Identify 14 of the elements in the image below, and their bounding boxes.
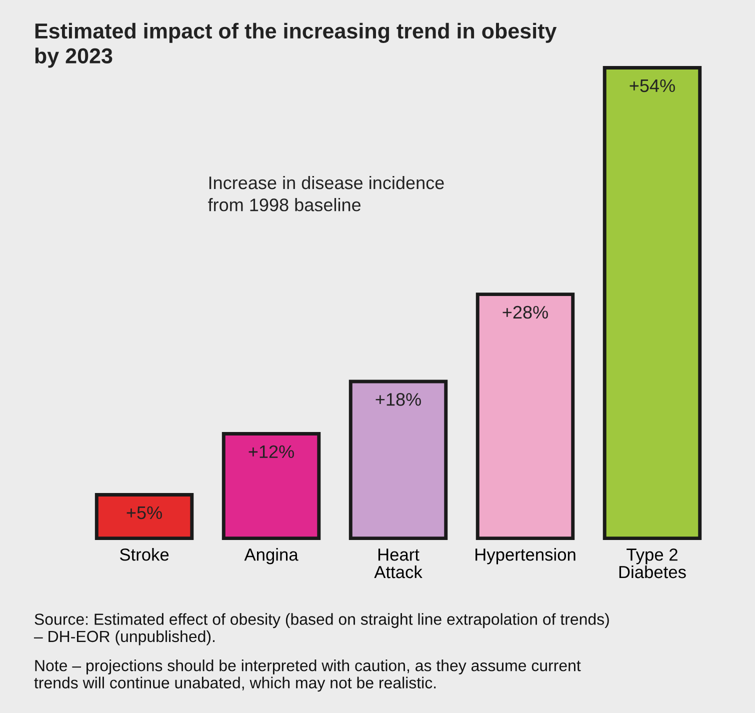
x-tick-label: Hypertension — [476, 548, 576, 564]
x-tick-label: Angina — [244, 548, 298, 564]
chart-title: Estimated impact of the increasing trend in obesity by 2023 — [35, 22, 557, 68]
text: Increase in disease incidence from 1998 baseline — [208, 176, 444, 212]
data-label: +12% — [248, 445, 294, 458]
data-label: +5% — [126, 506, 162, 520]
source-note: Source: Estimated effect of obesity (based on straight line extrapolation of trends) – DH-EOR (unpublished). — [34, 613, 609, 646]
x-tick-label: Stroke — [120, 548, 169, 561]
data-label: +28% — [502, 306, 548, 319]
data-label: +18% — [376, 393, 421, 406]
x-tick-label: Type 2 Diabetes — [619, 548, 686, 578]
text: Note – projections should be interpreted with caution, as they assume current trends will continue unabated, which may not be realistic. — [34, 660, 581, 692]
x-tick-label: Heart Attack — [374, 548, 422, 578]
data-label: +54% — [630, 79, 675, 92]
